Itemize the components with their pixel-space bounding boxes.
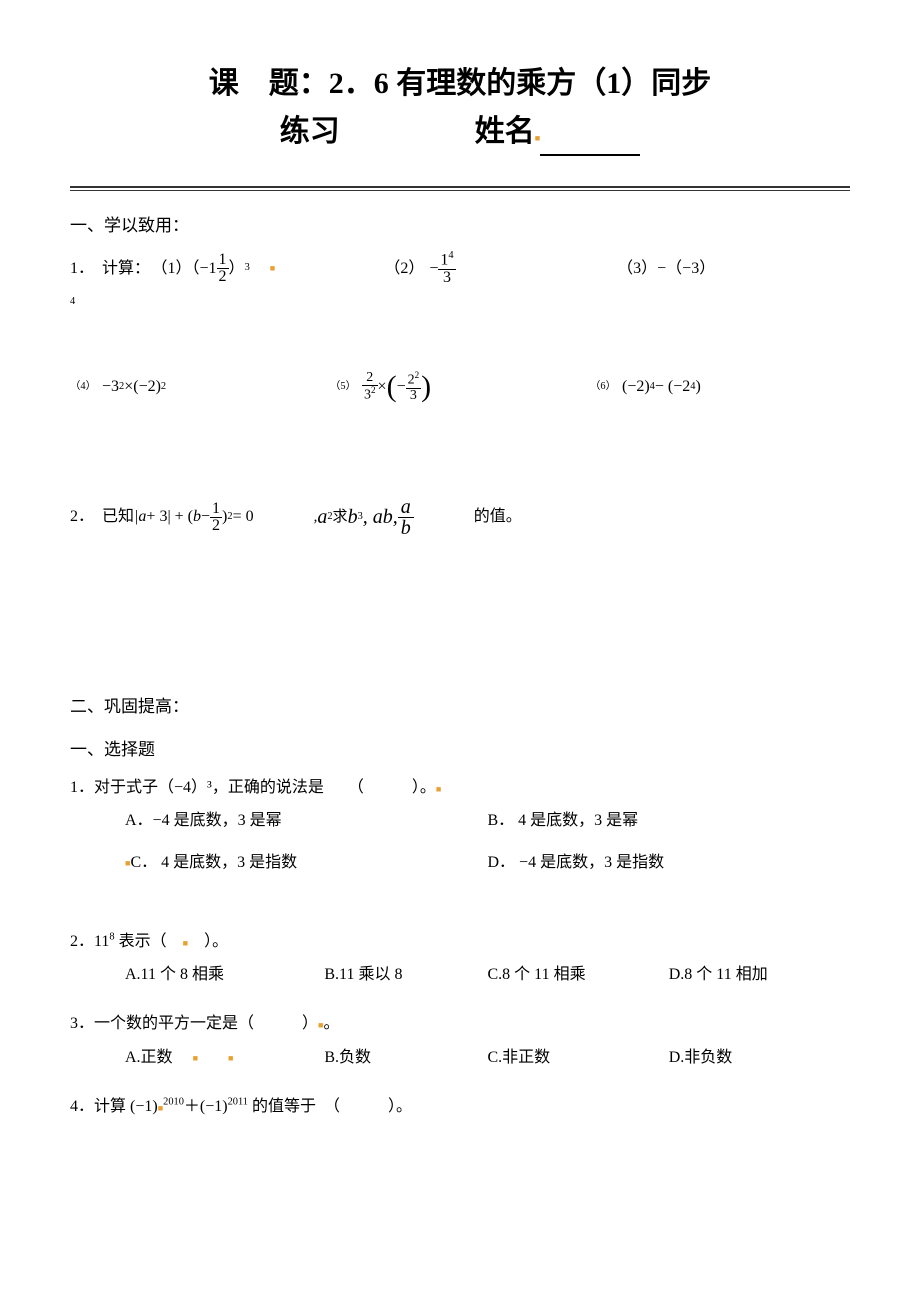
- s2-q1-options: A．−4 是底数，3 是幂 B． 4 是底数，3 是幂 ■C． 4 是底数，3 …: [70, 805, 850, 879]
- frac: a b: [398, 497, 414, 538]
- page-title: 课 题：2．6 有理数的乘方（1）同步 练习 姓名■: [70, 60, 850, 156]
- s2-q2: 2．118 表示（ ■ ）。 A.11 个 8 相乘 B.11 乘以 8 C.8…: [70, 924, 850, 991]
- dot-marker: ■: [228, 1049, 233, 1067]
- s2-q4: 4．计算 (−1)■2010＋(−1)2011 的值等于 （ ）。: [70, 1089, 850, 1124]
- p1-q3: （3）−（−3）: [617, 251, 850, 286]
- section2-sub: 一、选择题: [70, 735, 850, 760]
- problem-1: 1． 计算： （1）（ −1 1 2 ） 3 ■ （2） − 14 3 （3）−…: [70, 251, 850, 420]
- p1-label: 1． 计算：: [70, 251, 152, 286]
- frac: 14 3: [438, 251, 455, 285]
- dot-marker: ■: [183, 938, 188, 948]
- divider: [70, 186, 850, 191]
- title-name-label: 姓名: [475, 115, 535, 148]
- section2-heading: 二、巩固提高：: [70, 692, 850, 717]
- dot-marker: ■: [535, 133, 540, 143]
- section1-heading: 一、学以致用：: [70, 211, 850, 236]
- title-line2: 练习 姓名■: [70, 108, 850, 156]
- s2-q1: 1．对于式子（−4）³，正确的说法是 （ ）。■ A．−4 是底数，3 是幂 B…: [70, 770, 850, 879]
- s2-q3-options: A.正数■■ B.负数 C.非正数 D.非负数: [70, 1042, 850, 1074]
- s2-q2-options: A.11 个 8 相乘 B.11 乘以 8 C.8 个 11 相乘 D.8 个 …: [70, 959, 850, 991]
- p2-row: 2． 已知 |a + 3| + (b − 1 2 )2 = 0 ，求 , a2求…: [70, 495, 850, 539]
- frac: 22 3: [406, 371, 422, 403]
- problem-1-row1-cont: 4: [70, 291, 850, 314]
- p1-q2: （2） − 14 3: [384, 251, 617, 286]
- s2-q4-text: 4．计算 (−1)■2010＋(−1)2011 的值等于 （ ）。: [70, 1089, 850, 1124]
- frac: 1 2: [210, 501, 222, 534]
- frac: 2 32: [362, 371, 378, 403]
- problem-2: 2． 已知 |a + 3| + (b − 1 2 )2 = 0 ，求 , a2求…: [70, 495, 850, 539]
- dot-marker: ■: [436, 784, 441, 794]
- s2-q3: 3．一个数的平方一定是（ ）■。 A.正数■■ B.负数 C.非正数 D.非负数: [70, 1006, 850, 1073]
- s2-q3-text: 3．一个数的平方一定是（ ）■。: [70, 1006, 850, 1041]
- p1-q5: （5） 2 32 × ( − 22 3 ): [330, 354, 590, 420]
- p1-q1: （1）（ −1 1 2 ） 3 ■: [152, 251, 385, 286]
- dot-marker: ■: [270, 259, 275, 279]
- problem-1-row1: 1． 计算： （1）（ −1 1 2 ） 3 ■ （2） − 14 3 （3）−…: [70, 251, 850, 286]
- dot-marker: ■: [193, 1049, 198, 1067]
- problem-1-row2: （4） −32×(−2)2 （5） 2 32 × ( − 22 3 ) （6） …: [70, 354, 850, 420]
- s2-q1-text: 1．对于式子（−4）³，正确的说法是 （ ）。■: [70, 770, 850, 805]
- name-blank[interactable]: [540, 154, 640, 156]
- title-line1: 课 题：2．6 有理数的乘方（1）同步: [70, 60, 850, 108]
- dot-marker: ■: [318, 1020, 323, 1030]
- p1-q4: （4） −32×(−2)2: [70, 369, 330, 404]
- s2-q2-text: 2．118 表示（ ■ ）。: [70, 924, 850, 959]
- title-practice: 练习: [280, 115, 340, 148]
- p1-q6: （6） (−2)4 − (−24): [590, 369, 850, 404]
- frac: 1 2: [217, 252, 229, 285]
